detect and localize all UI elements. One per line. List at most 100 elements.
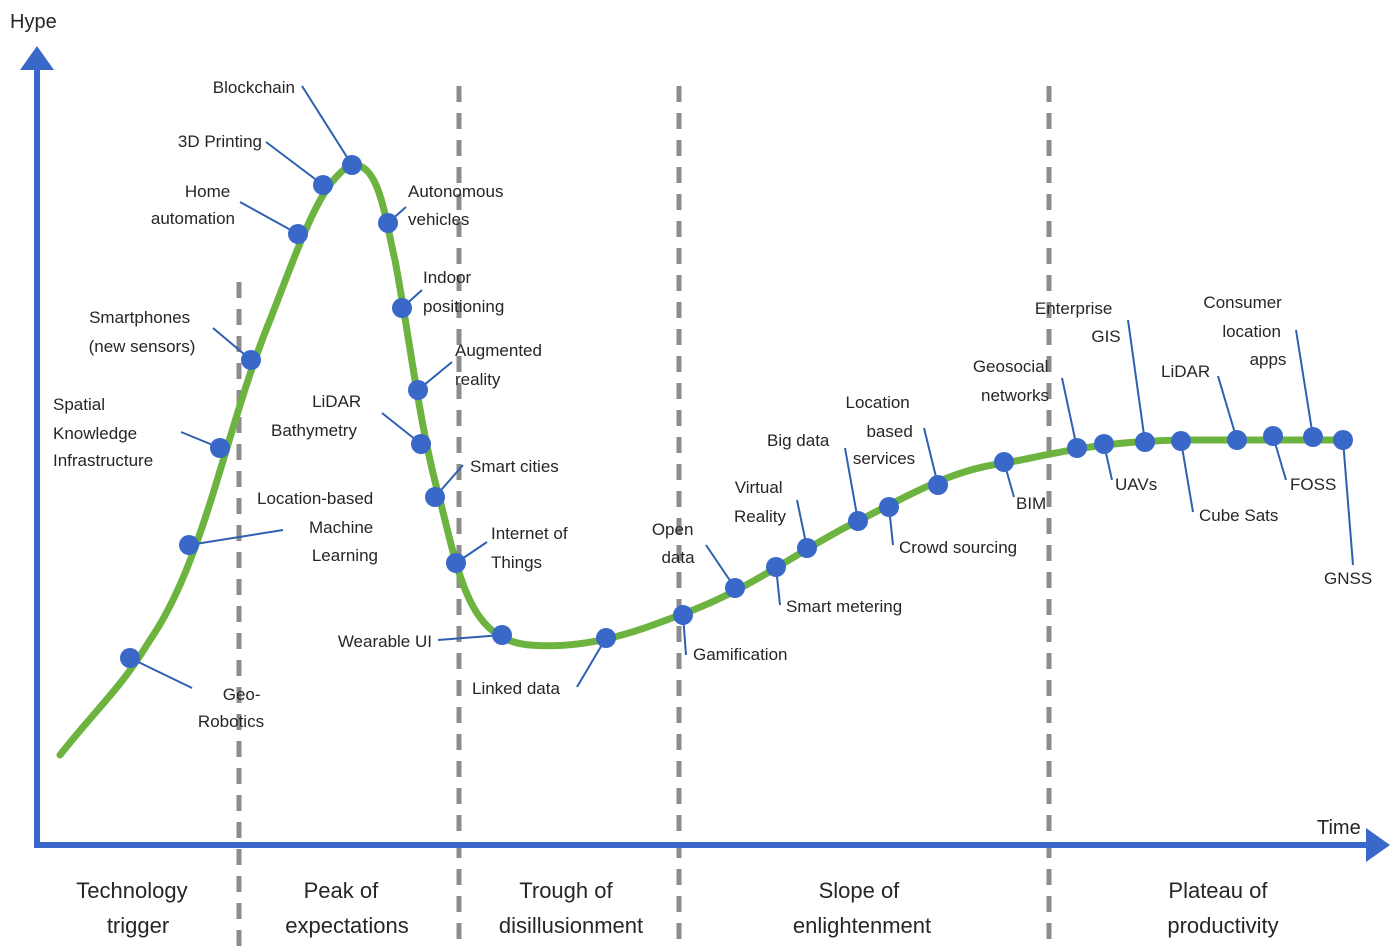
curve-marker bbox=[241, 350, 261, 370]
leader-line bbox=[437, 634, 503, 641]
x-axis-arrow bbox=[1366, 828, 1390, 862]
curve-marker bbox=[1263, 426, 1283, 446]
tech-marker-virtual-reality bbox=[796, 499, 817, 558]
phase-label-trough: Trough of disillusionment bbox=[499, 878, 643, 938]
leader-line bbox=[844, 447, 859, 522]
tech-marker-3d-printing bbox=[265, 141, 333, 195]
tech-marker-big-data bbox=[844, 447, 868, 531]
leader-line bbox=[1127, 319, 1146, 443]
leader-line bbox=[1217, 375, 1238, 441]
tech-marker-gamification bbox=[673, 605, 693, 656]
tech-marker-bim bbox=[994, 452, 1015, 498]
tech-marker-lidar bbox=[1217, 375, 1247, 450]
tech-label-big-data: Big data bbox=[767, 431, 830, 450]
tech-marker-smartphones bbox=[212, 327, 261, 370]
tech-label-open-data: Open data bbox=[652, 520, 698, 567]
leader-line bbox=[239, 201, 299, 235]
tech-marker-open-data bbox=[705, 544, 745, 598]
tech-marker-geo-robotics bbox=[120, 648, 193, 689]
tech-label-geo-robotics: Geo- Robotics bbox=[198, 685, 265, 731]
leader-line bbox=[265, 141, 324, 186]
tech-marker-indoor-positioning bbox=[392, 289, 423, 318]
curve-marker bbox=[848, 511, 868, 531]
tech-marker-blockchain bbox=[301, 85, 362, 175]
curve-marker bbox=[928, 475, 948, 495]
phase-labels: Technology trigger Peak of expectations … bbox=[76, 878, 1278, 938]
tech-label-autonomous-vehicles: Autonomous vehicles bbox=[408, 182, 508, 229]
tech-labels: Geo- Robotics Location-based Machine Lea… bbox=[53, 78, 1372, 731]
tech-label-linked-data: Linked data bbox=[472, 679, 560, 698]
tech-marker-uavs bbox=[1094, 434, 1114, 481]
curve-marker bbox=[408, 380, 428, 400]
tech-marker-internet-of-things bbox=[446, 541, 488, 573]
tech-label-virtual-reality: Virtual Reality bbox=[734, 478, 787, 526]
tech-label-internet-of-things: Internet of Things bbox=[491, 524, 572, 572]
tech-label-smart-cities: Smart cities bbox=[470, 457, 559, 476]
curve-marker bbox=[994, 452, 1014, 472]
tech-marker-smart-metering bbox=[766, 557, 786, 606]
tech-label-gnss: GNSS bbox=[1324, 569, 1372, 588]
tech-label-smartphones: Smartphones (new sensors) bbox=[89, 308, 196, 356]
curve-marker bbox=[1135, 432, 1155, 452]
tech-marker-foss bbox=[1263, 426, 1287, 481]
phase-label-peak: Peak of expectations bbox=[285, 878, 409, 938]
tech-label-lidar: LiDAR bbox=[1161, 362, 1210, 381]
leader-line bbox=[1295, 329, 1314, 438]
phase-label-plateau: Plateau of productivity bbox=[1167, 878, 1278, 938]
curve-marker bbox=[378, 213, 398, 233]
curve-marker bbox=[392, 298, 412, 318]
leader-line bbox=[301, 85, 353, 166]
curve-marker bbox=[1333, 430, 1353, 450]
curve-marker bbox=[179, 535, 199, 555]
tech-marker-wearable-ui bbox=[437, 625, 512, 645]
curve-marker bbox=[288, 224, 308, 244]
tech-label-bim: BIM bbox=[1016, 494, 1046, 513]
tech-marker-enterprise-gis bbox=[1127, 319, 1155, 452]
tech-label-consumer-location-apps: Consumer location apps bbox=[1203, 293, 1286, 369]
tech-marker-home-automation bbox=[239, 201, 308, 244]
leader-line bbox=[1180, 440, 1194, 513]
curve-marker bbox=[673, 605, 693, 625]
phase-label-technology-trigger: Technology trigger bbox=[76, 878, 193, 938]
curve-marker bbox=[492, 625, 512, 645]
phase-label-slope: Slope of enlightenment bbox=[793, 878, 931, 938]
leader-line bbox=[1342, 439, 1354, 566]
tech-label-wearable-ui: Wearable UI bbox=[338, 632, 432, 651]
tech-label-gamification: Gamification bbox=[693, 645, 787, 664]
tech-marker-gnss bbox=[1333, 430, 1354, 566]
tech-label-augmented-reality: Augmented reality bbox=[455, 341, 547, 389]
tech-marker-location-based-services bbox=[923, 427, 948, 495]
tech-label-blockchain: Blockchain bbox=[213, 78, 295, 97]
curve-marker bbox=[766, 557, 786, 577]
tech-marker-spatial-knowledge-infrastructure bbox=[180, 431, 230, 458]
tech-label-crowd-sourcing: Crowd sourcing bbox=[899, 538, 1017, 557]
tech-label-indoor-positioning: Indoor positioning bbox=[423, 268, 504, 316]
curve-marker bbox=[797, 538, 817, 558]
tech-label-geosocial-networks: Geosocial networks bbox=[973, 357, 1053, 405]
curve-marker bbox=[725, 578, 745, 598]
tech-marker-cube-sats bbox=[1171, 431, 1194, 513]
tech-label-smart-metering: Smart metering bbox=[786, 597, 902, 616]
curve-marker bbox=[879, 497, 899, 517]
curve-marker bbox=[425, 487, 445, 507]
x-axis-label: Time bbox=[1317, 817, 1361, 839]
hype-curve bbox=[56, 161, 1349, 759]
curve-marker bbox=[1171, 431, 1191, 451]
leader-line bbox=[129, 657, 193, 689]
tech-label-uavs: UAVs bbox=[1115, 475, 1157, 494]
tech-marker-linked-data bbox=[576, 628, 616, 688]
tech-marker-augmented-reality bbox=[408, 361, 453, 400]
curve-marker bbox=[210, 438, 230, 458]
tech-label-foss: FOSS bbox=[1290, 475, 1336, 494]
curve-marker bbox=[120, 648, 140, 668]
leader-line bbox=[1061, 377, 1078, 449]
tech-marker-autonomous-vehicles bbox=[378, 206, 407, 233]
y-axis-arrow bbox=[20, 46, 54, 70]
leader-line bbox=[188, 529, 284, 546]
curve-marker bbox=[411, 434, 431, 454]
phase-dividers bbox=[236, 86, 1052, 948]
curve-marker bbox=[342, 155, 362, 175]
tech-label-3d-printing: 3D Printing bbox=[178, 132, 262, 151]
tech-label-location-based-machine-learning: Location-based Machine Learning bbox=[257, 489, 378, 565]
